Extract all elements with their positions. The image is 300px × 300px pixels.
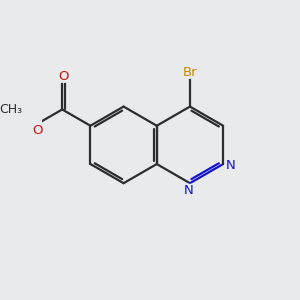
Text: Br: Br <box>183 66 197 79</box>
Text: N: N <box>184 184 194 197</box>
Text: CH₃: CH₃ <box>0 103 22 116</box>
Text: O: O <box>32 124 42 137</box>
Text: N: N <box>226 159 236 172</box>
Text: O: O <box>58 70 69 83</box>
